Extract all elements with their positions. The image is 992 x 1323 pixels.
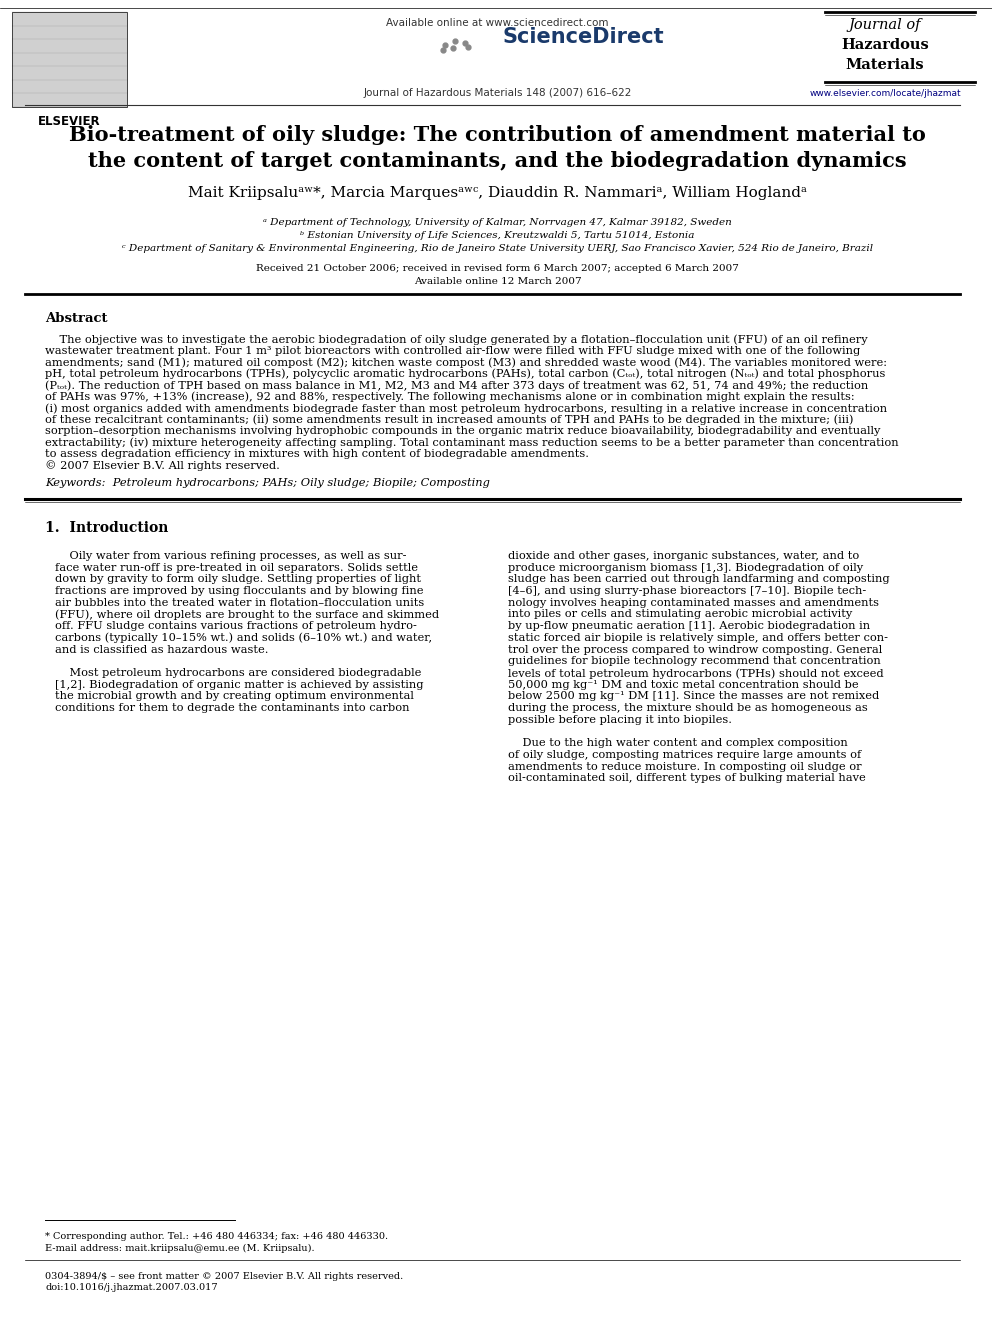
Text: amendments to reduce moisture. In composting oil sludge or: amendments to reduce moisture. In compos… (508, 762, 862, 771)
Text: into piles or cells and stimulating aerobic microbial activity: into piles or cells and stimulating aero… (508, 610, 852, 619)
Text: carbons (typically 10–15% wt.) and solids (6–10% wt.) and water,: carbons (typically 10–15% wt.) and solid… (55, 632, 433, 643)
Text: levels of total petroleum hydrocarbons (TPHs) should not exceed: levels of total petroleum hydrocarbons (… (508, 668, 884, 679)
Text: of PAHs was 97%, +13% (increase), 92 and 88%, respectively. The following mechan: of PAHs was 97%, +13% (increase), 92 and… (45, 392, 855, 402)
Text: fractions are improved by using flocculants and by blowing fine: fractions are improved by using floccula… (55, 586, 424, 597)
Text: 50,000 mg kg⁻¹ DM and toxic metal concentration should be: 50,000 mg kg⁻¹ DM and toxic metal concen… (508, 680, 859, 689)
Text: Received 21 October 2006; received in revised form 6 March 2007; accepted 6 Marc: Received 21 October 2006; received in re… (256, 265, 739, 273)
Text: by up-flow pneumatic aeration [11]. Aerobic biodegradation in: by up-flow pneumatic aeration [11]. Aero… (508, 622, 870, 631)
Text: produce microorganism biomass [1,3]. Biodegradation of oily: produce microorganism biomass [1,3]. Bio… (508, 562, 863, 573)
Text: 1.  Introduction: 1. Introduction (45, 521, 169, 534)
Text: sludge has been carried out through landfarming and composting: sludge has been carried out through land… (508, 574, 890, 585)
Text: nology involves heaping contaminated masses and amendments: nology involves heaping contaminated mas… (508, 598, 879, 607)
Text: ELSEVIER: ELSEVIER (38, 115, 101, 128)
Text: wastewater treatment plant. Four 1 m³ pilot bioreactors with controlled air-flow: wastewater treatment plant. Four 1 m³ pi… (45, 345, 860, 356)
Text: © 2007 Elsevier B.V. All rights reserved.: © 2007 Elsevier B.V. All rights reserved… (45, 460, 280, 471)
Text: Journal of: Journal of (849, 19, 922, 32)
Text: * Corresponding author. Tel.: +46 480 446334; fax: +46 480 446330.: * Corresponding author. Tel.: +46 480 44… (45, 1232, 388, 1241)
Text: during the process, the mixture should be as homogeneous as: during the process, the mixture should b… (508, 703, 868, 713)
Text: extractability; (iv) mixture heterogeneity affecting sampling. Total contaminant: extractability; (iv) mixture heterogenei… (45, 438, 899, 448)
Text: The objective was to investigate the aerobic biodegradation of oily sludge gener: The objective was to investigate the aer… (45, 333, 868, 344)
Text: Oily water from various refining processes, as well as sur-: Oily water from various refining process… (55, 550, 407, 561)
Text: static forced air biopile is relatively simple, and offers better con-: static forced air biopile is relatively … (508, 632, 888, 643)
Text: Most petroleum hydrocarbons are considered biodegradable: Most petroleum hydrocarbons are consider… (55, 668, 422, 677)
Text: ᵇ Estonian University of Life Sciences, Kreutzwaldi 5, Tartu 51014, Estonia: ᵇ Estonian University of Life Sciences, … (301, 232, 694, 239)
Text: the microbial growth and by creating optimum environmental: the microbial growth and by creating opt… (55, 692, 414, 701)
Text: below 2500 mg kg⁻¹ DM [11]. Since the masses are not remixed: below 2500 mg kg⁻¹ DM [11]. Since the ma… (508, 692, 879, 701)
Text: www.elsevier.com/locate/jhazmat: www.elsevier.com/locate/jhazmat (809, 89, 961, 98)
Bar (12, 12, 127, 107)
Text: dioxide and other gases, inorganic substances, water, and to: dioxide and other gases, inorganic subst… (508, 550, 859, 561)
Text: to assess degradation efficiency in mixtures with high content of biodegradable : to assess degradation efficiency in mixt… (45, 448, 589, 459)
Text: sorption–desorption mechanisms involving hydrophobic compounds in the organic ma: sorption–desorption mechanisms involving… (45, 426, 880, 437)
Text: Materials: Materials (846, 58, 925, 71)
Text: 0304-3894/$ – see front matter © 2007 Elsevier B.V. All rights reserved.: 0304-3894/$ – see front matter © 2007 El… (45, 1271, 404, 1281)
Text: off. FFU sludge contains various fractions of petroleum hydro-: off. FFU sludge contains various fractio… (55, 622, 417, 631)
Text: Due to the high water content and complex composition: Due to the high water content and comple… (508, 738, 848, 749)
Text: Available online at www.sciencedirect.com: Available online at www.sciencedirect.co… (386, 19, 609, 28)
Text: ᶜ Department of Sanitary & Environmental Engineering, Rio de Janeiro State Unive: ᶜ Department of Sanitary & Environmental… (122, 243, 873, 253)
Text: [1,2]. Biodegradation of organic matter is achieved by assisting: [1,2]. Biodegradation of organic matter … (55, 680, 424, 689)
Text: Mait Kriipsaluᵃʷ*, Marcia Marquesᵃʷᶜ, Diauddin R. Nammariᵃ, William Hoglandᵃ: Mait Kriipsaluᵃʷ*, Marcia Marquesᵃʷᶜ, Di… (188, 187, 807, 200)
Text: and is classified as hazardous waste.: and is classified as hazardous waste. (55, 644, 269, 655)
Text: amendments; sand (M1); matured oil compost (M2); kitchen waste compost (M3) and : amendments; sand (M1); matured oil compo… (45, 357, 887, 368)
Text: ᵃ Department of Technology, University of Kalmar, Norrvagen 47, Kalmar 39182, Sw: ᵃ Department of Technology, University o… (263, 218, 732, 228)
Text: possible before placing it into biopiles.: possible before placing it into biopiles… (508, 714, 732, 725)
Text: oil-contaminated soil, different types of bulking material have: oil-contaminated soil, different types o… (508, 774, 866, 783)
Text: ScienceDirect: ScienceDirect (503, 26, 664, 48)
Text: the content of target contaminants, and the biodegradation dynamics: the content of target contaminants, and … (88, 151, 907, 171)
Text: conditions for them to degrade the contaminants into carbon: conditions for them to degrade the conta… (55, 703, 410, 713)
Text: doi:10.1016/j.jhazmat.2007.03.017: doi:10.1016/j.jhazmat.2007.03.017 (45, 1283, 217, 1293)
Text: of oily sludge, composting matrices require large amounts of: of oily sludge, composting matrices requ… (508, 750, 861, 759)
Text: pH, total petroleum hydrocarbons (TPHs), polycyclic aromatic hydrocarbons (PAHs): pH, total petroleum hydrocarbons (TPHs),… (45, 369, 886, 380)
Text: Keywords:  Petroleum hydrocarbons; PAHs; Oily sludge; Biopile; Composting: Keywords: Petroleum hydrocarbons; PAHs; … (45, 478, 490, 488)
Text: [4–6], and using slurry-phase bioreactors [7–10]. Biopile tech-: [4–6], and using slurry-phase bioreactor… (508, 586, 866, 597)
Text: down by gravity to form oily sludge. Settling properties of light: down by gravity to form oily sludge. Set… (55, 574, 421, 585)
Text: Abstract: Abstract (45, 312, 107, 325)
Text: E-mail address: mait.kriipsalu@emu.ee (M. Kriipsalu).: E-mail address: mait.kriipsalu@emu.ee (M… (45, 1244, 314, 1253)
Text: Available online 12 March 2007: Available online 12 March 2007 (414, 277, 581, 286)
Text: Bio-treatment of oily sludge: The contribution of amendment material to: Bio-treatment of oily sludge: The contri… (69, 124, 926, 146)
Text: trol over the process compared to windrow composting. General: trol over the process compared to windro… (508, 644, 882, 655)
Text: (Pₜₒₜ). The reduction of TPH based on mass balance in M1, M2, M3 and M4 after 37: (Pₜₒₜ). The reduction of TPH based on ma… (45, 380, 868, 390)
Text: (FFU), where oil droplets are brought to the surface and skimmed: (FFU), where oil droplets are brought to… (55, 610, 439, 620)
Text: (i) most organics added with amendments biodegrade faster than most petroleum hy: (i) most organics added with amendments … (45, 404, 887, 414)
Text: guidelines for biopile technology recommend that concentration: guidelines for biopile technology recomm… (508, 656, 881, 667)
Text: of these recalcitrant contaminants; (ii) some amendments result in increased amo: of these recalcitrant contaminants; (ii)… (45, 414, 853, 425)
Text: air bubbles into the treated water in flotation–flocculation units: air bubbles into the treated water in fl… (55, 598, 425, 607)
Text: Hazardous: Hazardous (841, 38, 929, 52)
Text: Journal of Hazardous Materials 148 (2007) 616–622: Journal of Hazardous Materials 148 (2007… (363, 89, 632, 98)
Text: face water run-off is pre-treated in oil separators. Solids settle: face water run-off is pre-treated in oil… (55, 562, 418, 573)
